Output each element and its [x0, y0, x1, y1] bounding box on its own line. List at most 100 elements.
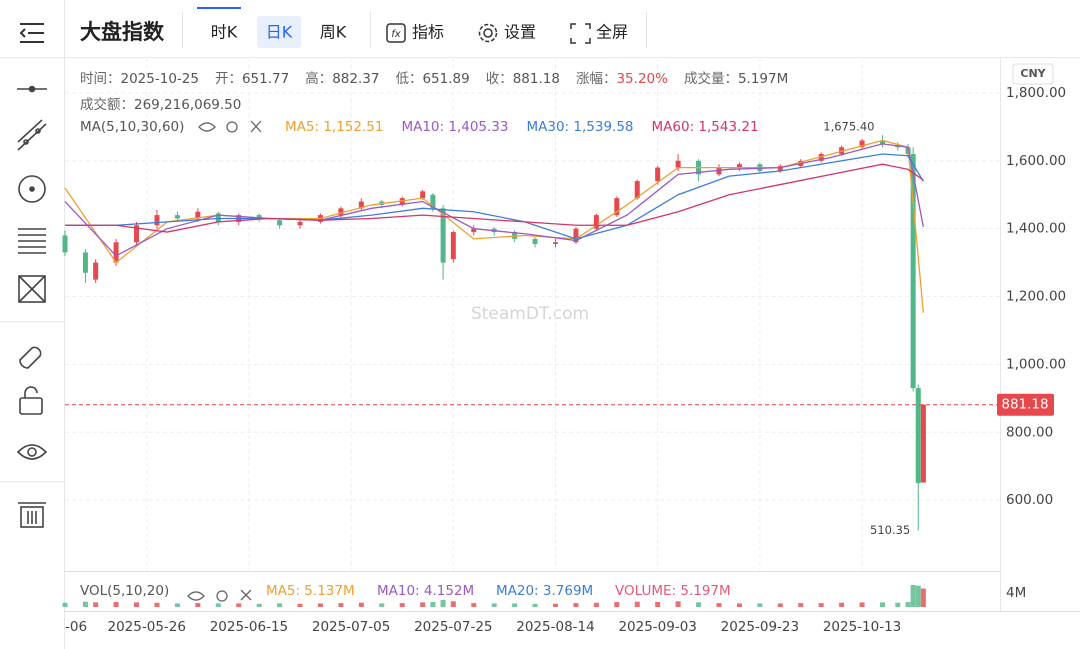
y-tick-label: 1,600.00	[1006, 153, 1066, 169]
candle-body	[552, 242, 558, 244]
info-label: 成交量：	[683, 71, 738, 87]
y-tick-label: 1,000.00	[1006, 356, 1066, 372]
candle-body	[512, 232, 518, 239]
candle-body	[716, 167, 722, 175]
volume-bar	[879, 602, 885, 607]
vol-legend: VOL(5,10,20)	[80, 583, 169, 599]
ma-legend: MA(5,10,30,60) MA5: 1,152.51 MA10: 1,405.…	[80, 118, 777, 136]
volume-bar	[317, 603, 323, 607]
volume-bar	[920, 588, 926, 607]
page-title: 大盘指数	[80, 20, 165, 44]
volume-bar	[910, 584, 916, 607]
volume-bar	[338, 603, 344, 607]
ma-legend-item: MA10: 1,405.33	[401, 119, 509, 135]
vol-legend-icons[interactable]	[187, 589, 252, 602]
x-tick-label: 2025-09-03	[618, 619, 696, 635]
candle-body	[910, 154, 916, 389]
volume-bar	[818, 603, 824, 607]
x-tick-label: 2025-09-23	[721, 619, 799, 635]
info-value: 881.18	[512, 71, 560, 87]
volume-bar	[358, 602, 364, 607]
toolbar-icons: fx	[386, 23, 591, 44]
info-label: 高：	[305, 71, 333, 87]
last-price-tag	[997, 393, 1054, 416]
ohlc-info: 时间：2025-10-25 开：651.77 高：882.37 低：651.89 收：8…	[80, 67, 804, 87]
ma-legend-icons[interactable]	[195, 118, 275, 136]
volume-bar	[915, 585, 921, 607]
info-value: 269,216,069.50	[134, 97, 242, 113]
volume-bar	[696, 602, 702, 607]
info-label: 涨幅：	[575, 71, 617, 87]
vol-legend-item: MA20: 3.769M	[496, 583, 593, 599]
info-label: 开：	[214, 71, 242, 87]
currency-badge[interactable]	[1012, 63, 1054, 85]
info-label: 时间：	[80, 71, 121, 87]
volume-bar	[798, 603, 804, 607]
info-value: 5.197M	[737, 71, 789, 87]
candle-body	[113, 242, 119, 263]
volume-bar	[532, 603, 538, 607]
last-price-label: 881.18	[1001, 397, 1048, 413]
candle-body	[399, 198, 405, 205]
candle-body	[915, 388, 921, 484]
info-value: 882.37	[332, 71, 380, 87]
fullscreen-button[interactable]: 全屏	[596, 23, 628, 42]
volume-bar	[379, 603, 385, 607]
volume-bar	[552, 603, 558, 607]
x-tick-label: -06	[65, 619, 87, 635]
info-label: 收：	[485, 71, 513, 87]
candle-body	[134, 225, 140, 243]
candle-body	[920, 404, 926, 483]
volume-bar	[440, 599, 446, 607]
period-button[interactable]: 日K	[266, 23, 293, 42]
y-tick-label: 1,800.00	[1006, 85, 1066, 101]
indicator-button[interactable]: 指标	[412, 23, 444, 42]
candle-body	[174, 215, 180, 219]
vol-legend-item: MA5: 5.137M	[266, 583, 355, 599]
candle-body	[256, 215, 262, 219]
price-annotation: 510.35	[870, 523, 910, 537]
volume-bar	[277, 603, 283, 607]
volume-bar	[215, 603, 221, 607]
candle-body	[82, 252, 88, 273]
info-value: 35.20%	[616, 71, 668, 87]
candle-body	[655, 167, 661, 182]
volume-bar	[839, 602, 845, 607]
candle-body	[154, 215, 160, 226]
candle-body	[879, 140, 885, 144]
candle-body	[277, 220, 283, 226]
volume-bar	[757, 603, 763, 607]
volume-bar	[471, 603, 477, 607]
info-value: 651.77	[241, 71, 290, 87]
volume-bar	[82, 601, 88, 607]
volume-bar	[736, 603, 742, 607]
volume-bar	[93, 602, 99, 607]
candle-body	[532, 238, 538, 244]
candle-body	[297, 221, 303, 226]
volume-bar	[154, 602, 160, 607]
volume-bar	[399, 603, 405, 607]
candle-body	[450, 232, 456, 260]
volume-bar	[134, 602, 140, 607]
period-button[interactable]: 时K	[211, 23, 238, 42]
price-annotation: 1,675.40	[823, 120, 874, 134]
settings-button[interactable]: 设置	[504, 23, 536, 42]
volume-bar	[174, 603, 180, 607]
candle-body	[471, 228, 477, 233]
candle-body	[859, 140, 865, 148]
candle-body	[62, 235, 68, 253]
volume-bar	[512, 603, 518, 607]
volume-bar	[256, 603, 262, 607]
drawing-tools[interactable]	[16, 85, 48, 528]
candle-body	[593, 215, 599, 229]
ma-legend-title: MA(5,10,30,60)	[80, 119, 185, 135]
menu-icon[interactable]	[19, 23, 44, 43]
candle-body	[634, 181, 640, 199]
candle-body	[777, 165, 783, 171]
candle-body	[573, 228, 579, 243]
period-button[interactable]: 周K	[320, 23, 347, 42]
volume-bar	[236, 603, 242, 607]
volume-bar	[614, 602, 620, 607]
x-tick-label: 2025-06-15	[210, 619, 288, 635]
